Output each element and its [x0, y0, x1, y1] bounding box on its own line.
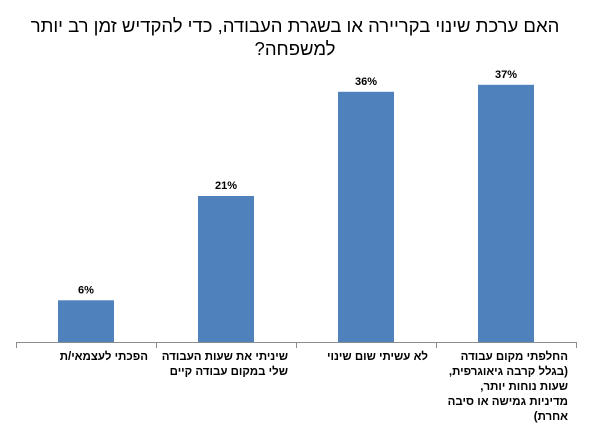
category-label-2: שיניתי את שעות העבודה שלי במקום עבודה קי… — [161, 351, 288, 378]
category-label-3: לא עשיתי שום שינוי — [327, 351, 428, 363]
bar-2 — [198, 196, 254, 342]
data-label-2: 21% — [215, 180, 237, 192]
data-label-4: 37% — [495, 69, 517, 81]
bar-1 — [58, 300, 114, 342]
bar-4 — [478, 84, 534, 343]
data-label-3: 36% — [355, 76, 377, 88]
chart-title: האם ערכת שינוי בקריירה או בשגרת העבודה, … — [30, 15, 560, 59]
data-label-1: 6% — [78, 284, 94, 296]
category-label-4: החלפתי מקום עבודה (בגלל קרבה גיאוגרפית, … — [447, 351, 568, 423]
bar-3 — [338, 91, 394, 342]
category-label-1: הפכתי לעצמאי/ת — [59, 351, 148, 363]
